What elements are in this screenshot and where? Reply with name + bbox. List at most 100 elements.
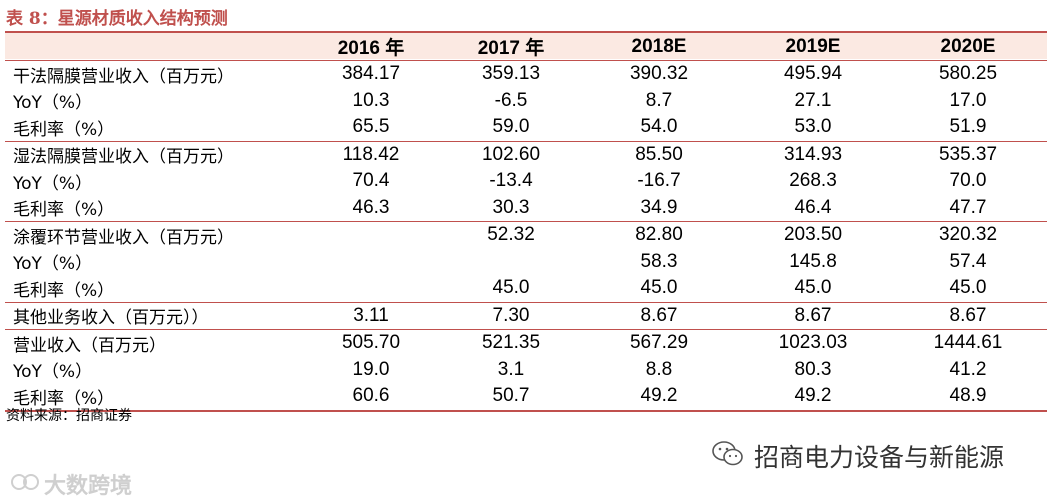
- wechat-icon: [712, 440, 744, 472]
- value-cell: 118.42: [342, 143, 400, 165]
- value-cell: 495.94: [783, 63, 843, 85]
- row-label-cell: 营业收入（百万元）: [13, 335, 166, 356]
- row-label-cell: YoY（%）: [13, 93, 93, 114]
- watermark: 大数跨境: [10, 468, 132, 500]
- value-cell: 1023.03: [778, 332, 848, 354]
- value-cell: -16.7: [637, 170, 681, 192]
- value-cell: 65.5: [301, 114, 441, 142]
- value-cell: 45.0: [441, 275, 581, 303]
- table-row: YoY（%） 58.3 145.8 57.4: [5, 249, 1047, 276]
- table-row: 涂覆环节营业收入（百万元） 52.32 82.80 203.50 320.32: [5, 222, 1047, 249]
- value-cell: 27.1: [794, 89, 832, 111]
- value-cell: 359.13: [481, 63, 541, 85]
- value-cell: 384.17: [341, 63, 401, 85]
- row-label-cell: YoY（%）: [13, 254, 93, 275]
- value-cell: 49.2: [581, 383, 737, 412]
- row-label-cell: 毛利率（%）: [5, 194, 301, 222]
- table-row: 其他业务收入（百万元）） 3.11 7.30 8.67 8.67 8.67: [5, 302, 1047, 330]
- value-cell: 45.0: [737, 275, 889, 303]
- value-cell: 47.7: [889, 194, 1047, 222]
- value-cell: 8.67: [737, 302, 889, 330]
- row-label-cell: YoY（%）: [13, 362, 93, 383]
- value-cell: 57.4: [949, 250, 987, 272]
- value-cell: 46.3: [301, 194, 441, 222]
- value-cell: 70.4: [352, 170, 390, 192]
- value-cell: 41.2: [949, 358, 987, 380]
- value-cell: 8.7: [645, 89, 673, 111]
- header-row: 2016 年 2017 年 2018E 2019E 2020E: [5, 33, 1047, 61]
- value-cell: 390.32: [629, 63, 689, 85]
- value-cell: 580.25: [938, 63, 998, 85]
- value-cell: [301, 222, 441, 249]
- row-label-cell: 干法隔膜营业收入（百万元）: [13, 66, 234, 87]
- row-label-cell: YoY（%）: [13, 173, 93, 194]
- source-note: 资料来源：招商证券: [6, 408, 132, 424]
- value-cell: 70.0: [949, 170, 987, 192]
- value-cell: 3.1: [497, 358, 525, 380]
- value-cell: 51.9: [889, 114, 1047, 142]
- table-title: 表 8：星源材质收入结构预测: [6, 9, 228, 29]
- table-row: YoY（%） 70.4 -13.4 -16.7 268.3 70.0: [5, 168, 1047, 195]
- value-cell: 46.4: [737, 194, 889, 222]
- value-cell: 82.80: [635, 224, 683, 246]
- value-cell: 49.2: [737, 383, 889, 412]
- table-row: 毛利率（%） 46.3 30.3 34.9 46.4 47.7: [5, 194, 1047, 222]
- table-row: 湿法隔膜营业收入（百万元） 118.42 102.60 85.50 314.93 535.…: [5, 141, 1047, 168]
- value-cell: 505.70: [341, 332, 401, 354]
- value-cell: 54.0: [581, 114, 737, 142]
- top-rule: [5, 31, 1047, 33]
- value-cell: 58.3: [640, 250, 678, 272]
- value-cell: 30.3: [441, 194, 581, 222]
- value-cell: 1444.61: [933, 332, 1003, 354]
- value-cell: 17.0: [949, 89, 987, 111]
- header-cell-2017: 2017 年: [441, 33, 581, 61]
- table-row: 毛利率（%） 45.0 45.0 45.0 45.0: [5, 275, 1047, 303]
- value-cell: -6.5: [494, 89, 528, 111]
- row-label-cell: 毛利率（%）: [5, 275, 301, 303]
- value-cell: 8.67: [581, 302, 737, 330]
- value-cell: 8.8: [645, 358, 673, 380]
- value-cell: 521.35: [481, 332, 541, 354]
- header-cell-2018e: 2018E: [581, 33, 737, 61]
- table-row: 毛利率（%） 60.6 50.7 49.2 49.2 48.9: [5, 383, 1047, 412]
- value-cell: 19.0: [352, 358, 390, 380]
- bigdata-logo-icon: [10, 471, 40, 497]
- header-cell-2020e: 2020E: [889, 33, 1047, 61]
- header-cell-label: [5, 33, 301, 61]
- table-row: YoY（%） 10.3 -6.5 8.7 27.1 17.0: [5, 88, 1047, 115]
- value-cell: 203.50: [783, 224, 843, 246]
- wechat-account-name: 招商电力设备与新能源: [754, 443, 1005, 472]
- wechat-account-badge: 招商电力设备与新能源: [712, 438, 1004, 474]
- value-cell: 567.29: [629, 332, 689, 354]
- value-cell: 80.3: [794, 358, 832, 380]
- value-cell: [301, 249, 441, 276]
- watermark-text: 大数跨境: [44, 474, 133, 499]
- value-cell: 3.11: [301, 302, 441, 330]
- table-row: YoY（%） 19.0 3.1 8.8 80.3 41.2: [5, 357, 1047, 384]
- value-cell: [301, 275, 441, 303]
- value-cell: 48.9: [889, 383, 1047, 412]
- row-label-cell: 湿法隔膜营业收入（百万元）: [13, 147, 234, 168]
- value-cell: 34.9: [581, 194, 737, 222]
- value-cell: [441, 249, 581, 276]
- revenue-forecast-table: 2016 年 2017 年 2018E 2019E 2020E 干法隔膜营业收入…: [5, 33, 1047, 412]
- value-cell: 52.32: [487, 224, 535, 246]
- value-cell: 59.0: [441, 114, 581, 142]
- value-cell: 8.67: [889, 302, 1047, 330]
- value-cell: 45.0: [889, 275, 1047, 303]
- value-cell: 320.32: [938, 224, 998, 246]
- table-row: 毛利率（%） 65.5 59.0 54.0 53.0 51.9: [5, 114, 1047, 142]
- value-cell: 50.7: [441, 383, 581, 412]
- table-row: 营业收入（百万元） 505.70 521.35 567.29 1023.03 1444.6…: [5, 330, 1047, 357]
- table-row: 干法隔膜营业收入（百万元） 384.17 359.13 390.32 495.94 580…: [5, 61, 1047, 88]
- row-label-cell: 涂覆环节营业收入（百万元）: [13, 227, 234, 248]
- row-label-cell: 毛利率（%）: [5, 383, 301, 412]
- row-label-cell: 毛利率（%）: [5, 114, 301, 142]
- value-cell: 53.0: [737, 114, 889, 142]
- value-cell: 85.50: [635, 143, 683, 165]
- value-cell: 60.6: [301, 383, 441, 412]
- value-cell: -13.4: [489, 170, 533, 192]
- value-cell: 314.93: [783, 143, 843, 165]
- header-cell-2016: 2016 年: [301, 33, 441, 61]
- value-cell: 102.60: [481, 143, 541, 165]
